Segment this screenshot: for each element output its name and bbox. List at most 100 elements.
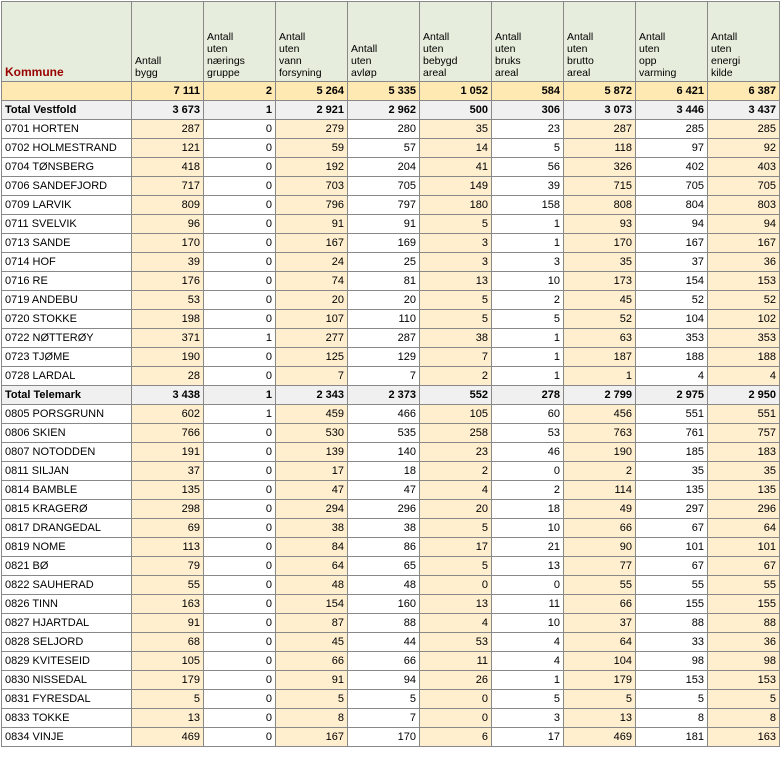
- cell-label: 0722 NØTTERØY: [2, 329, 132, 348]
- cell-value: 7 111: [132, 82, 204, 101]
- cell-value: 121: [132, 139, 204, 158]
- cell-value: 59: [276, 139, 348, 158]
- cell-value: 0: [204, 196, 276, 215]
- cell-value: 153: [636, 671, 708, 690]
- cell-value: 2: [420, 367, 492, 386]
- cell-value: 2: [204, 82, 276, 101]
- cell-value: 5: [276, 690, 348, 709]
- cell-value: 500: [420, 101, 492, 120]
- cell-value: 33: [636, 633, 708, 652]
- table-row: 0831 FYRESDAL505505555: [2, 690, 780, 709]
- table-row: 0807 NOTODDEN19101391402346190185183: [2, 443, 780, 462]
- cell-value: 4: [420, 614, 492, 633]
- cell-value: 2 921: [276, 101, 348, 120]
- table-row: 0702 HOLMESTRAND121059571451189792: [2, 139, 780, 158]
- cell-value: 104: [564, 652, 636, 671]
- cell-value: 0: [204, 462, 276, 481]
- cell-value: 38: [348, 519, 420, 538]
- cell-value: 2 373: [348, 386, 420, 405]
- cell-value: 181: [636, 728, 708, 747]
- cell-value: 0: [204, 177, 276, 196]
- cell-label: Total Vestfold: [2, 101, 132, 120]
- table-row: 0719 ANDEBU530202052455252: [2, 291, 780, 310]
- cell-value: 0: [204, 310, 276, 329]
- cell-value: 1: [204, 101, 276, 120]
- cell-value: 53: [492, 424, 564, 443]
- cell-value: 44: [348, 633, 420, 652]
- cell-value: 176: [132, 272, 204, 291]
- table-row: 0806 SKIEN766053053525853763761757: [2, 424, 780, 443]
- cell-value: 297: [636, 500, 708, 519]
- cell-label: 0723 TJØME: [2, 348, 132, 367]
- cell-value: 92: [708, 139, 780, 158]
- cell-value: 47: [276, 481, 348, 500]
- table-row: 0714 HOF390242533353736: [2, 253, 780, 272]
- cell-label: 0819 NOME: [2, 538, 132, 557]
- cell-value: 35: [708, 462, 780, 481]
- cell-value: 11: [420, 652, 492, 671]
- cell-value: 3 438: [132, 386, 204, 405]
- cell-label: 0811 SILJAN: [2, 462, 132, 481]
- cell-value: 154: [636, 272, 708, 291]
- cell-value: 1: [492, 671, 564, 690]
- cell-value: 94: [348, 671, 420, 690]
- cell-label: 0720 STOKKE: [2, 310, 132, 329]
- cell-value: 20: [276, 291, 348, 310]
- cell-value: 68: [132, 633, 204, 652]
- cell-value: 5: [348, 690, 420, 709]
- cell-value: 37: [132, 462, 204, 481]
- cell-value: 0: [204, 253, 276, 272]
- cell-value: 167: [636, 234, 708, 253]
- cell-value: 38: [420, 329, 492, 348]
- cell-value: 135: [132, 481, 204, 500]
- cell-value: 258: [420, 424, 492, 443]
- col-header: Antallutenbruttoareal: [564, 2, 636, 82]
- cell-value: 7: [348, 367, 420, 386]
- cell-value: 3: [492, 709, 564, 728]
- cell-value: 796: [276, 196, 348, 215]
- cell-value: 13: [420, 595, 492, 614]
- cell-value: 36: [708, 633, 780, 652]
- cell-value: 5: [564, 690, 636, 709]
- cell-value: 4: [636, 367, 708, 386]
- cell-value: 797: [348, 196, 420, 215]
- cell-value: 3 073: [564, 101, 636, 120]
- cell-label: 0701 HORTEN: [2, 120, 132, 139]
- col-header: Antallutenvannforsyning: [276, 2, 348, 82]
- cell-value: 8: [636, 709, 708, 728]
- cell-value: 84: [276, 538, 348, 557]
- cell-value: 326: [564, 158, 636, 177]
- cell-value: 0: [204, 614, 276, 633]
- cell-value: 125: [276, 348, 348, 367]
- table-row: 0821 BØ7906465513776767: [2, 557, 780, 576]
- cell-value: 7: [420, 348, 492, 367]
- cell-value: 170: [348, 728, 420, 747]
- cell-label: 0709 LARVIK: [2, 196, 132, 215]
- cell-label: 0805 PORSGRUNN: [2, 405, 132, 424]
- cell-value: 803: [708, 196, 780, 215]
- cell-value: 280: [348, 120, 420, 139]
- cell-value: 18: [492, 500, 564, 519]
- cell-value: 69: [132, 519, 204, 538]
- cell-value: 5: [420, 519, 492, 538]
- cell-label: 0706 SANDEFJORD: [2, 177, 132, 196]
- cell-value: 6 387: [708, 82, 780, 101]
- table-body: 7 11125 2645 3351 0525845 8726 4216 387T…: [2, 82, 780, 747]
- cell-value: 74: [276, 272, 348, 291]
- cell-label: 0815 KRAGERØ: [2, 500, 132, 519]
- table-row: 0833 TOKKE13087031388: [2, 709, 780, 728]
- cell-value: 190: [132, 348, 204, 367]
- cell-value: 1: [564, 367, 636, 386]
- cell-value: 371: [132, 329, 204, 348]
- cell-value: 717: [132, 177, 204, 196]
- cell-value: 38: [276, 519, 348, 538]
- table-header: KommuneAntallbyggAntallutennæringsgruppe…: [2, 2, 780, 82]
- cell-label: 0821 BØ: [2, 557, 132, 576]
- table-row: 0716 RE176074811310173154153: [2, 272, 780, 291]
- cell-value: 188: [708, 348, 780, 367]
- cell-value: 705: [636, 177, 708, 196]
- cell-value: 94: [636, 215, 708, 234]
- cell-value: 8: [708, 709, 780, 728]
- cell-value: 418: [132, 158, 204, 177]
- cell-value: 17: [492, 728, 564, 747]
